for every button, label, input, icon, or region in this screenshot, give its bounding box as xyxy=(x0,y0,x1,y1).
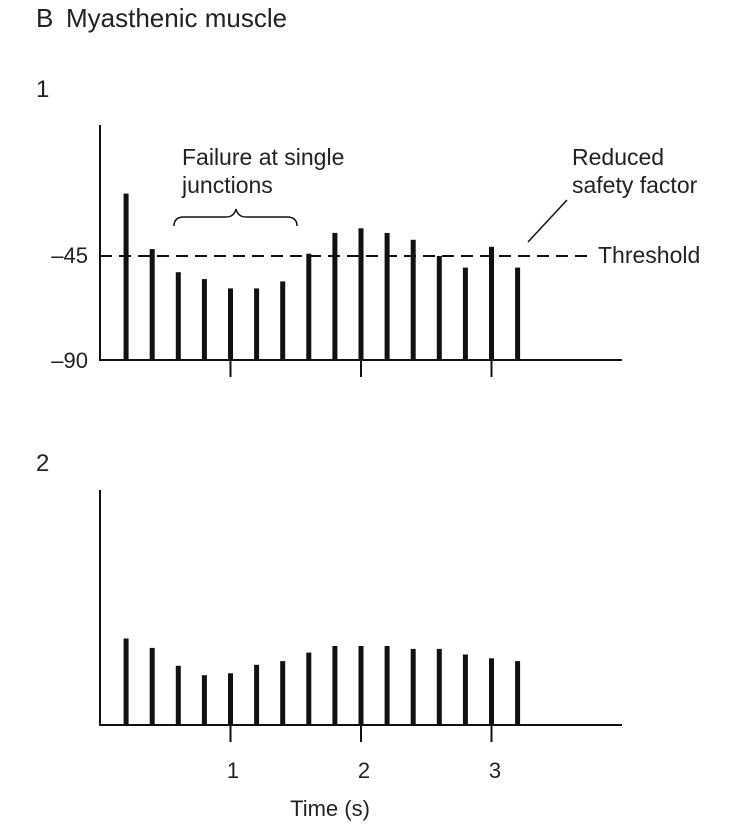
bar xyxy=(254,664,260,725)
x-tick-label: 3 xyxy=(489,758,501,783)
bar xyxy=(201,675,207,725)
bar xyxy=(489,246,494,360)
bar xyxy=(358,646,364,725)
x-tick-label: 2 xyxy=(358,758,370,783)
bar xyxy=(306,253,312,360)
bar xyxy=(123,638,129,725)
bar xyxy=(228,673,233,725)
annotation-safety-line2: safety factor xyxy=(572,172,698,198)
bar xyxy=(280,661,286,725)
bar xyxy=(123,193,129,360)
bar xyxy=(515,267,521,360)
bar xyxy=(149,647,155,725)
chart-panel-2: 2 1 2 3 Time (s) xyxy=(36,450,622,821)
x-tick-label: 1 xyxy=(227,758,239,783)
bar xyxy=(384,646,390,725)
panel-2-bars xyxy=(123,638,521,725)
annotation-safety-line1: Reduced xyxy=(572,144,664,170)
bar xyxy=(410,648,416,725)
y-tick-label: –45 xyxy=(51,243,88,268)
bar xyxy=(462,267,468,360)
chart-panel-1: 1 –45 –90 Threshold Failure at single ju… xyxy=(36,76,700,377)
bar xyxy=(410,239,416,360)
panel-2-axes xyxy=(99,490,622,726)
bar xyxy=(175,665,181,725)
panel-1-bars xyxy=(123,193,521,360)
bar xyxy=(254,288,260,360)
bar xyxy=(149,249,155,360)
bar xyxy=(175,272,181,360)
bar xyxy=(332,232,338,360)
annotation-failure-line2: junctions xyxy=(181,172,273,198)
figure-title: Myasthenic muscle xyxy=(66,3,287,33)
bar xyxy=(306,652,312,725)
panel-1-axes xyxy=(99,125,622,361)
bar xyxy=(436,648,442,725)
panel-letter: B xyxy=(36,3,53,33)
threshold-label: Threshold xyxy=(598,242,700,268)
bar xyxy=(436,256,442,360)
safety-pointer-line xyxy=(527,199,568,243)
failure-brace xyxy=(173,208,298,227)
bar xyxy=(280,281,286,360)
bar xyxy=(201,279,207,360)
panel-1-label: 1 xyxy=(36,76,49,103)
annotation-failure-line1: Failure at single xyxy=(182,144,344,170)
panel-2-label: 2 xyxy=(36,450,49,477)
x-axis-title: Time (s) xyxy=(290,796,370,821)
bar xyxy=(332,646,338,725)
bar xyxy=(489,658,494,725)
panel-1-x-ticks xyxy=(229,360,493,377)
panel-2-x-ticks xyxy=(229,725,493,742)
bar xyxy=(358,228,364,360)
bar xyxy=(515,661,521,725)
bar xyxy=(462,654,468,725)
bar xyxy=(228,288,233,360)
bar xyxy=(384,232,390,360)
y-tick-label: –90 xyxy=(51,348,88,373)
